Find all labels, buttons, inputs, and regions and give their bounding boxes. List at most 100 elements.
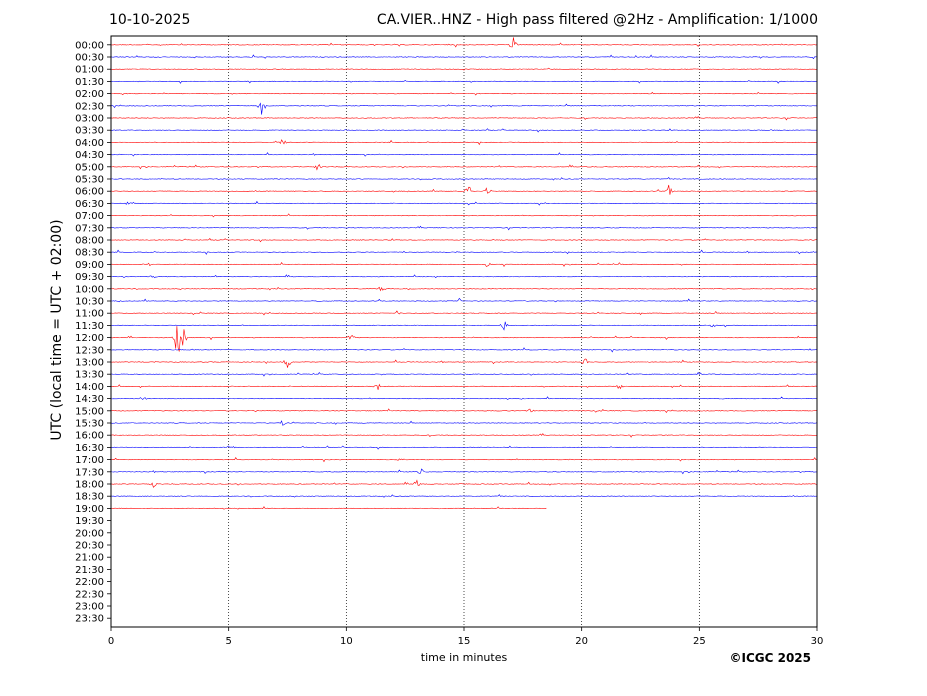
- trace-line-1230: [110, 347, 818, 353]
- trace-line-1000: [110, 286, 818, 292]
- y-tick-label: 17:30: [75, 467, 104, 478]
- y-tick-label: 11:30: [75, 321, 104, 332]
- trace-line-1800: [110, 479, 818, 488]
- trace-line-1500: [110, 408, 818, 413]
- y-tick-label: 09:30: [75, 272, 104, 283]
- trace-line-1830: [110, 494, 818, 498]
- trace-line-1530: [110, 420, 818, 426]
- y-tick-label: 15:00: [75, 406, 104, 417]
- x-axis-label: time in minutes: [420, 651, 508, 664]
- trace-line-1630: [110, 445, 817, 450]
- y-tick-label: 07:30: [75, 223, 104, 234]
- trace-line-1200: [110, 326, 818, 352]
- y-tick-label: 14:00: [75, 382, 104, 393]
- trace-line-0500: [110, 164, 818, 171]
- trace-line-1030: [110, 297, 818, 303]
- trace-line-0630: [111, 200, 818, 206]
- y-tick-label: 16:00: [75, 431, 104, 442]
- y-tick-label: 18:00: [75, 480, 104, 491]
- y-tick-label: 09:00: [75, 260, 104, 271]
- y-tick-label: 20:00: [75, 528, 104, 539]
- y-tick-label: 13:30: [75, 370, 104, 381]
- x-tick-label: 5: [225, 636, 231, 647]
- y-tick-label: 10:00: [75, 284, 104, 295]
- y-tick-label: 01:00: [75, 65, 104, 76]
- y-tick-label: 21:30: [75, 565, 104, 576]
- x-tick-label: 25: [693, 636, 706, 647]
- trace-line-1300: [110, 358, 818, 368]
- trace-line-0600: [110, 184, 818, 195]
- y-tick-label: 12:00: [75, 333, 104, 344]
- y-tick-label: 02:00: [75, 89, 104, 100]
- trace-line-1700: [110, 457, 818, 463]
- y-tick-label: 12:30: [75, 345, 104, 356]
- y-tick-label: 18:30: [75, 492, 104, 503]
- y-tick-label: 19:30: [75, 516, 104, 527]
- trace-line-1900: [110, 506, 547, 510]
- y-tick-label: 19:00: [75, 504, 104, 515]
- y-tick-label: 15:30: [75, 419, 104, 430]
- trace-line-0930: [110, 274, 818, 279]
- y-tick-label: 13:00: [75, 358, 104, 369]
- y-tick-label: 22:30: [75, 589, 104, 600]
- date-label: 10-10-2025: [109, 12, 191, 28]
- y-tick-label: 08:30: [75, 248, 104, 259]
- y-tick-label: 04:30: [75, 150, 104, 161]
- trace-line-1130: [110, 321, 818, 331]
- y-tick-label: 03:00: [75, 114, 104, 125]
- y-tick-label: 17:00: [75, 455, 104, 466]
- y-tick-label: 05:00: [75, 162, 104, 173]
- x-tick-label: 15: [458, 636, 471, 647]
- trace-line-0100: [110, 67, 818, 71]
- y-tick-label: 23:30: [75, 614, 104, 625]
- y-tick-label: 16:30: [75, 443, 104, 454]
- y-tick-label: 04:00: [75, 138, 104, 149]
- trace-line-0400: [110, 139, 818, 146]
- y-tick-label: 07:00: [75, 211, 104, 222]
- trace-line-0830: [110, 249, 818, 255]
- trace-line-1430: [110, 396, 818, 400]
- trace-line-0430: [110, 152, 818, 157]
- y-tick-label: 02:30: [75, 101, 104, 112]
- y-tick-label: 08:00: [75, 236, 104, 247]
- trace-line-0200: [110, 91, 818, 96]
- x-tick-label: 0: [108, 636, 114, 647]
- chart-title: CA.VIER..HNZ - High pass filtered @2Hz -…: [376, 12, 818, 28]
- trace-line-0730: [110, 225, 818, 231]
- y-tick-label: 22:00: [75, 577, 104, 588]
- trace-line-0330: [111, 128, 818, 133]
- y-tick-label: 06:00: [75, 187, 104, 198]
- y-tick-label: 00:00: [75, 40, 104, 51]
- y-tick-label: 05:30: [75, 175, 104, 186]
- trace-line-0530: [110, 176, 818, 181]
- trace-line-1400: [110, 383, 818, 390]
- x-tick-label: 20: [575, 636, 588, 647]
- trace-line-0130: [110, 80, 818, 84]
- y-tick-label: 03:30: [75, 126, 104, 137]
- trace-line-0030: [110, 54, 818, 60]
- y-tick-label: 20:30: [75, 541, 104, 552]
- trace-line-0000: [110, 37, 818, 48]
- copyright-label: ©ICGC 2025: [729, 651, 811, 665]
- trace-line-0900: [110, 262, 818, 268]
- y-tick-label: 14:30: [75, 394, 104, 405]
- x-tick-label: 10: [340, 636, 353, 647]
- y-tick-label: 06:30: [75, 199, 104, 210]
- trace-line-1100: [110, 310, 818, 316]
- trace-line-1730: [110, 468, 818, 475]
- trace-line-1600: [110, 433, 818, 438]
- trace-line-0230: [110, 102, 818, 115]
- plot-frame: [110, 35, 818, 628]
- trace-line-0800: [110, 238, 817, 243]
- y-tick-label: 00:30: [75, 53, 104, 64]
- trace-line-1330: [110, 371, 818, 377]
- y-tick-label: 10:30: [75, 297, 104, 308]
- y-tick-label: 21:00: [75, 553, 104, 564]
- y-tick-label: 23:00: [75, 602, 104, 613]
- y-tick-label: 01:30: [75, 77, 104, 88]
- x-tick-label: 30: [811, 636, 824, 647]
- y-tick-label: 11:00: [75, 309, 104, 320]
- trace-line-0700: [110, 213, 818, 218]
